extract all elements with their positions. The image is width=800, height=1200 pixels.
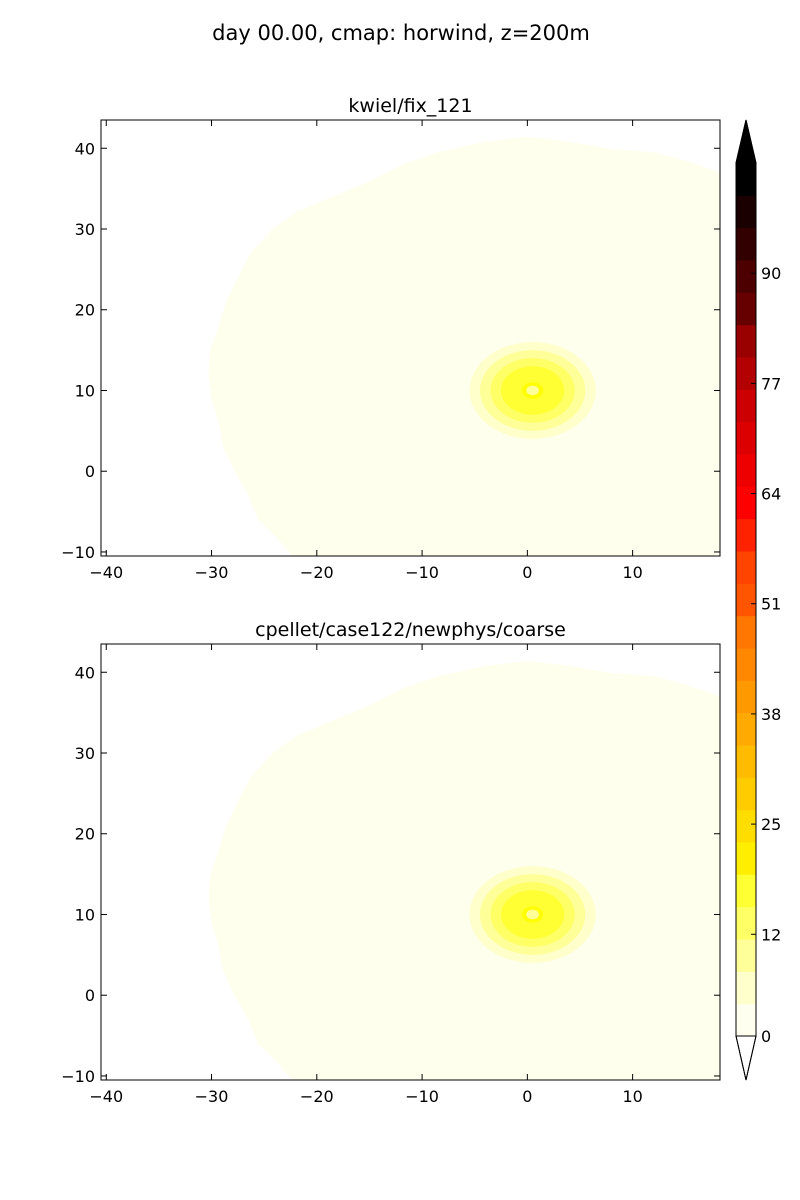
y-tick-label: 20 bbox=[75, 825, 95, 844]
y-tick-label: −10 bbox=[61, 543, 95, 562]
panel-title: kwiel/fix_121 bbox=[348, 95, 472, 117]
x-tick-label: −40 bbox=[89, 1087, 123, 1106]
colorbar-tick-label: 12 bbox=[761, 925, 781, 944]
colorbar-segment bbox=[736, 551, 756, 584]
y-tick-label: 20 bbox=[75, 301, 95, 320]
colorbar-segment bbox=[736, 195, 756, 229]
colorbar-segment bbox=[736, 583, 756, 617]
colorbar-segment bbox=[736, 680, 756, 714]
axes-frame bbox=[100, 119, 721, 557]
panel-2: cpellet/case122/newphys/coarse −40 −30 −20 −… bbox=[61, 619, 721, 1106]
y-tick-label: 10 bbox=[75, 381, 95, 400]
wind-field-region bbox=[208, 660, 720, 1080]
vortex-eye bbox=[526, 909, 539, 920]
x-tick-label: −20 bbox=[300, 563, 334, 582]
colorbar-segment bbox=[736, 421, 756, 455]
colorbar-tick-label: 77 bbox=[761, 374, 781, 393]
x-tick-label: 10 bbox=[622, 563, 642, 582]
colorbar-segment bbox=[736, 971, 756, 1005]
x-tick-label: 0 bbox=[522, 1087, 532, 1106]
colorbar-tick-label: 38 bbox=[761, 705, 781, 724]
x-tick-label: 0 bbox=[522, 563, 532, 582]
colorbar-segment bbox=[736, 745, 756, 778]
axes-frame bbox=[100, 643, 721, 1081]
y-tick-label: 30 bbox=[75, 744, 95, 763]
colorbar-segment bbox=[736, 227, 756, 261]
y-tick-label: 40 bbox=[75, 139, 95, 158]
colorbar-extend-max bbox=[735, 119, 757, 164]
colorbar-segment bbox=[736, 486, 756, 520]
y-tick-label: 30 bbox=[75, 220, 95, 239]
panel-1: kwiel/fix_121 −40 −30 −20 −10 0 10 −10 0 10 20 30 40 bbox=[61, 95, 721, 582]
colorbar-tick-label: 51 bbox=[761, 595, 781, 614]
colorbar-extend-min bbox=[735, 1035, 757, 1081]
field-layer bbox=[208, 136, 720, 556]
colorbar-tick-label: 0 bbox=[761, 1027, 771, 1046]
colorbar-segment bbox=[736, 454, 756, 487]
colorbar-segment bbox=[736, 292, 756, 326]
colorbar-segment bbox=[736, 260, 756, 293]
y-tick-label: 40 bbox=[75, 663, 95, 682]
y-tick-label: 0 bbox=[85, 462, 95, 481]
colorbar-segment bbox=[736, 648, 756, 681]
colorbar-tick-label: 25 bbox=[761, 815, 781, 834]
colorbar-segment bbox=[736, 615, 756, 649]
colorbar-segment bbox=[736, 939, 756, 972]
x-tick-label: −10 bbox=[405, 1087, 439, 1106]
colorbar-segment bbox=[736, 777, 756, 811]
colorbar-segment bbox=[736, 518, 756, 552]
colorbar-segment bbox=[736, 324, 756, 358]
colorbar-outline bbox=[735, 119, 757, 1081]
wind-field-region bbox=[208, 136, 720, 556]
colorbar-segment bbox=[736, 357, 756, 390]
x-tick-label: −30 bbox=[195, 1087, 229, 1106]
colorbar-segment bbox=[736, 906, 756, 940]
colorbar-tick-label: 90 bbox=[761, 264, 781, 283]
y-tick-label: 0 bbox=[85, 986, 95, 1005]
y-tick-label: −10 bbox=[61, 1067, 95, 1086]
x-tick-label: −10 bbox=[405, 563, 439, 582]
x-tick-label: −40 bbox=[89, 563, 123, 582]
vortex-eye bbox=[526, 385, 539, 396]
colorbar-segment bbox=[736, 712, 756, 746]
x-tick-label: 10 bbox=[622, 1087, 642, 1106]
x-tick-label: −30 bbox=[195, 563, 229, 582]
colorbar-segment bbox=[736, 842, 756, 875]
figure-title: day 00.00, cmap: horwind, z=200m bbox=[212, 21, 590, 45]
x-tick-label: −20 bbox=[300, 1087, 334, 1106]
colorbar-segment bbox=[736, 809, 756, 843]
field-layer bbox=[208, 660, 720, 1080]
panel-title: cpellet/case122/newphys/coarse bbox=[255, 619, 566, 641]
y-tick-label: 10 bbox=[75, 905, 95, 924]
colorbar-tick-label: 64 bbox=[761, 485, 781, 504]
colorbar-segment bbox=[736, 163, 756, 196]
colorbar-segment bbox=[736, 389, 756, 423]
colorbar-segment bbox=[736, 874, 756, 908]
colorbar-segment bbox=[736, 1003, 756, 1037]
colorbar: 0 12 25 38 51 64 77 90 bbox=[735, 119, 781, 1081]
